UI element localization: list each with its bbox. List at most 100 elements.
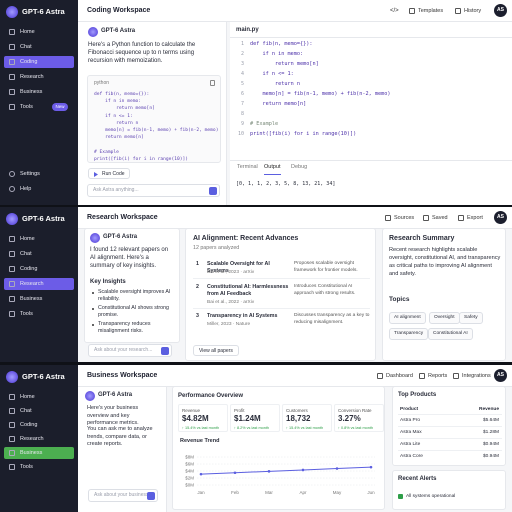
topic-tag[interactable]: Constitutional AI: [428, 328, 473, 340]
code-line: # Example: [250, 121, 279, 127]
metric-delta: ↑ 8.2% vs last month: [234, 426, 270, 430]
nav-item[interactable]: Coding: [4, 419, 74, 431]
nav-item[interactable]: Tools: [4, 101, 74, 113]
terminal-tab[interactable]: Debug: [291, 164, 308, 170]
logo: [6, 6, 18, 18]
action-icon: [377, 373, 383, 379]
terminal-tab[interactable]: Output: [264, 164, 281, 175]
nav-label: Home: [20, 29, 35, 35]
nav-item[interactable]: Chat: [4, 248, 74, 260]
product-revenue: $0.94M: [483, 442, 499, 447]
assistant-name: GPT-6 Astra: [98, 392, 133, 398]
line-number: 3: [240, 61, 244, 67]
nav-item[interactable]: Tools: [4, 308, 74, 320]
nav-label: Business: [20, 450, 43, 456]
nav-item[interactable]: Coding: [4, 263, 74, 275]
metric-delta: ↑ 0.8% vs last month: [338, 426, 374, 430]
product-revenue: $0.94M: [483, 454, 499, 459]
metric-delta: ↑ 15.4% vs last month: [182, 426, 220, 430]
nav-item[interactable]: Chat: [4, 405, 74, 417]
view-button[interactable]: View all papers: [193, 345, 239, 356]
nav-item[interactable]: Tools: [4, 461, 74, 473]
send-button[interactable]: [209, 187, 217, 195]
nav-item[interactable]: Research: [4, 278, 74, 290]
card: Research Summary Recent research highligh…: [382, 228, 506, 361]
send-button[interactable]: [161, 347, 169, 355]
insight: Constitutional AI shows strong promise.: [98, 305, 169, 318]
line-number: 10: [237, 131, 244, 137]
page-title: Research Workspace: [87, 214, 158, 221]
alert-text: All systems operational: [406, 494, 456, 499]
nav-item[interactable]: Chat: [4, 41, 74, 53]
footer-item[interactable]: Settings: [4, 168, 74, 180]
section-title: Topics: [389, 296, 410, 303]
section-title: Research Summary: [389, 235, 455, 242]
nav-item[interactable]: Research: [4, 71, 74, 83]
nav-item[interactable]: Business: [4, 86, 74, 98]
action-icon: [419, 373, 425, 379]
page-title: Business Workspace: [87, 372, 158, 379]
message: Here's a Python function to calculate th…: [88, 42, 196, 64]
nav-item[interactable]: Home: [4, 391, 74, 403]
card: Performance Overview Revenue $4.82M ↑ 15.4%…: [172, 386, 385, 510]
row-divider: [398, 450, 502, 451]
nav-item[interactable]: Research: [4, 433, 74, 445]
insight: Scalable oversight improves AI reliabili…: [98, 289, 171, 302]
assistant-logo: [88, 27, 98, 37]
table-header: Product: [400, 407, 419, 412]
nav-icon: [9, 464, 15, 470]
nav-label: Home: [20, 236, 35, 242]
action-icon: [458, 215, 464, 221]
topic-tag[interactable]: Oversight: [429, 312, 460, 324]
nav-label: Coding: [20, 59, 38, 65]
product-name: Astra Max: [400, 430, 422, 435]
row-divider: [398, 414, 502, 415]
nav-item[interactable]: Home: [4, 233, 74, 245]
nav-icon: [9, 450, 15, 456]
brand: GPT-6 Astra: [22, 214, 65, 223]
avatar[interactable]: AS: [494, 369, 507, 382]
nav-item[interactable]: Business: [4, 293, 74, 305]
avatar[interactable]: AS: [494, 211, 507, 224]
nav-item[interactable]: Coding: [4, 56, 74, 68]
nav-label: Research: [20, 74, 44, 80]
topic-tag[interactable]: AI alignment: [389, 312, 426, 324]
topic-tag[interactable]: Transparency: [389, 328, 429, 340]
brand: GPT-6 Astra: [22, 7, 65, 16]
metric-card: Conversion Rate 3.27% ↑ 0.8% vs last month: [334, 404, 384, 432]
summary-text: Recent research highlights scalable over…: [389, 247, 501, 277]
nav-icon: [9, 266, 15, 272]
paper-title: Scalable Oversight for AI Systems: [207, 261, 270, 274]
code-line: return n: [94, 120, 139, 126]
nav-item[interactable]: Business: [4, 447, 74, 459]
send-button[interactable]: [147, 492, 155, 500]
insight: Transparency reduces misalignment risks.: [98, 321, 151, 334]
line-number: 6: [240, 91, 244, 97]
chat-input[interactable]: Ask about your research...: [88, 344, 172, 357]
nav-label: Help: [20, 186, 32, 192]
nav-label: Tools: [20, 464, 33, 470]
metric-label: Profit: [234, 408, 245, 413]
run-button[interactable]: Run Code: [88, 168, 130, 179]
action-label: Reports: [428, 373, 448, 379]
message: I found 12 relevant papers on AI alignme…: [90, 247, 169, 269]
input-placeholder: Ask about your business...: [94, 492, 153, 498]
topic-tag[interactable]: Safety: [459, 312, 483, 324]
avatar[interactable]: AS: [494, 4, 507, 17]
card: Top Products Product Revenue Astra Pro $5.64…: [392, 386, 506, 466]
line-number: 8: [240, 111, 244, 117]
nav-icon: [9, 422, 15, 428]
metric-value: 18,732: [286, 414, 311, 423]
nav-item[interactable]: Home: [4, 26, 74, 38]
footer-item[interactable]: Help: [4, 183, 74, 195]
nav-icon: [9, 236, 15, 242]
chat-input[interactable]: Ask about your business...: [88, 489, 158, 502]
nav-label: Home: [20, 394, 35, 400]
row-divider: [398, 426, 502, 427]
chat-input[interactable]: Ask Astra anything...: [87, 184, 220, 197]
terminal-tab[interactable]: Terminal: [237, 164, 258, 170]
metric-card: Revenue $4.82M ↑ 15.4% vs last month: [178, 404, 228, 432]
code-line: if n in memo:: [250, 51, 304, 57]
logo: [6, 213, 18, 225]
